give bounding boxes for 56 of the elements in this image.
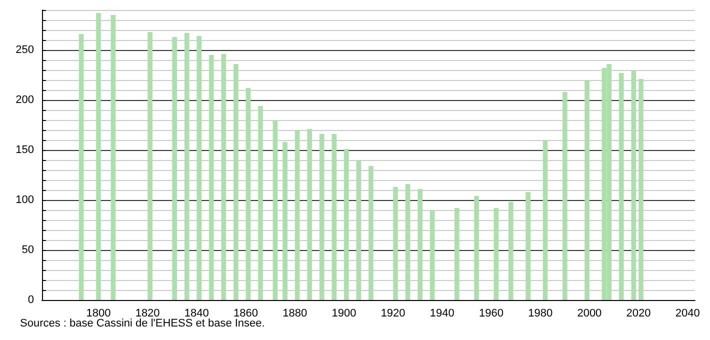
bar — [319, 134, 324, 300]
bar — [618, 73, 624, 300]
bar — [344, 149, 349, 300]
y-tick-label: 0 — [28, 294, 34, 306]
bar — [368, 166, 374, 300]
bar — [221, 54, 226, 300]
source-note: Sources : base Cassini de l'EHESS et base Insee. — [20, 318, 265, 330]
bar — [258, 106, 263, 300]
bar — [393, 187, 398, 300]
bar — [356, 160, 362, 300]
bar — [430, 211, 435, 300]
x-tick-label: 1860 — [234, 308, 258, 320]
x-tick-label: 1960 — [479, 308, 504, 320]
bar — [272, 121, 278, 300]
x-tick-label: 1800 — [86, 308, 111, 320]
bar — [196, 36, 202, 300]
bar — [454, 208, 460, 300]
bar — [234, 64, 238, 300]
bar — [584, 80, 590, 300]
bar — [184, 33, 190, 300]
bar — [638, 79, 644, 300]
y-tick-label: 100 — [16, 194, 34, 206]
bar — [508, 202, 514, 300]
x-tick-label: 2000 — [577, 308, 602, 320]
x-tick-label: 1840 — [184, 308, 209, 320]
y-tick-label: 250 — [16, 44, 34, 56]
x-tick-label: 1880 — [282, 308, 308, 320]
x-tick-label: 2020 — [626, 308, 651, 320]
bar — [282, 142, 288, 300]
bar — [294, 130, 300, 300]
bar — [542, 140, 548, 300]
bar — [474, 196, 479, 300]
x-tick-label: 1820 — [135, 308, 160, 320]
bar — [332, 134, 337, 300]
bar — [78, 34, 84, 300]
x-tick-label: 1900 — [332, 308, 356, 320]
bar — [110, 15, 116, 300]
bar — [307, 129, 312, 300]
x-tick-label: 1980 — [528, 308, 553, 320]
bar — [208, 55, 214, 300]
bar — [526, 192, 530, 300]
bar — [631, 71, 636, 300]
y-tick-label: 150 — [16, 144, 34, 156]
bar — [172, 37, 177, 300]
bar — [418, 189, 422, 300]
bar — [96, 13, 101, 300]
x-tick-label: 1940 — [430, 308, 454, 320]
x-tick-label: 1920 — [380, 308, 406, 320]
y-tick-label: 50 — [22, 244, 34, 256]
bar — [494, 208, 499, 300]
y-tick-label: 200 — [16, 94, 34, 106]
bar — [246, 88, 251, 300]
bar — [405, 184, 410, 300]
bar — [148, 32, 152, 300]
x-tick-label: 2040 — [675, 308, 700, 320]
bar — [562, 92, 568, 300]
